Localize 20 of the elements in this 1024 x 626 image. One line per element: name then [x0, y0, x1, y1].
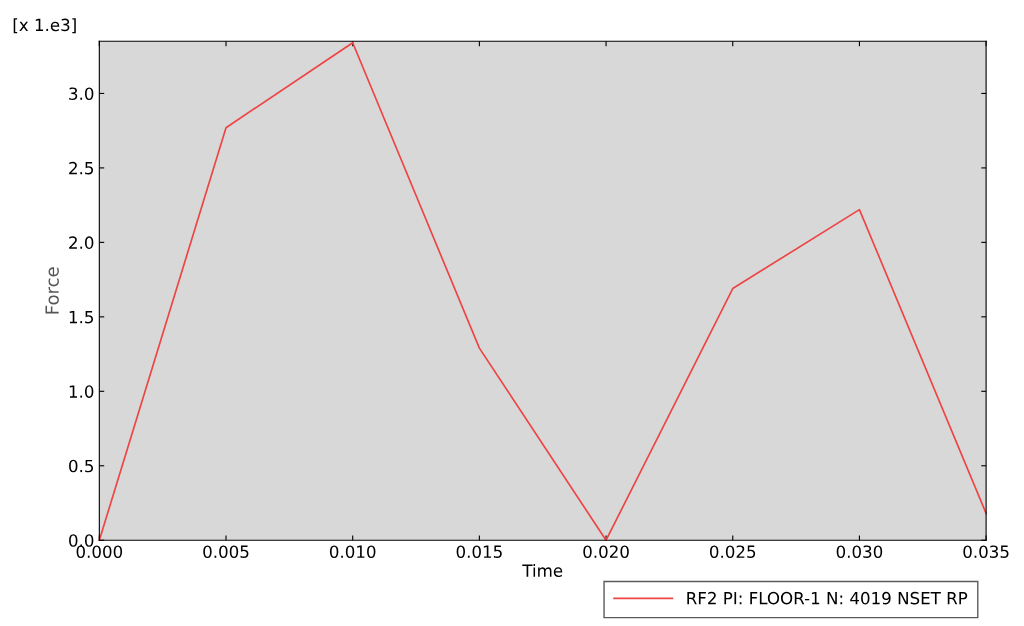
text: [x 1.e3] [13, 18, 76, 34]
y-tick-label: 1.0 [69, 385, 94, 398]
x-tick-label: 0.030 [836, 545, 883, 558]
y-tick-label: 2.0 [69, 236, 94, 249]
y-tick-label: 1.5 [69, 311, 94, 324]
x-tick-label: 0.010 [329, 545, 376, 558]
legend-label: RF2 PI: FLOOR-1 N: 4019 NSET RP [687, 591, 968, 605]
x-axis-title: Time [522, 564, 563, 577]
y-tick-label: 3.0 [69, 87, 94, 101]
y-tick-label: 0.5 [69, 459, 94, 473]
x-tick-label: 0.000 [76, 545, 123, 558]
x-tick-label: 0.015 [456, 545, 502, 558]
y-tick-label: 2.5 [69, 161, 94, 175]
y-axis-title: Force [45, 267, 59, 314]
line-series [98, 41, 987, 542]
y-tick-label: 0.0 [69, 534, 94, 547]
x-tick-label: 0.005 [203, 545, 249, 558]
x-tick-label: 0.025 [709, 545, 756, 558]
x-tick-label: 0.035 [963, 545, 1009, 558]
x-tick-label: 0.020 [583, 545, 629, 558]
